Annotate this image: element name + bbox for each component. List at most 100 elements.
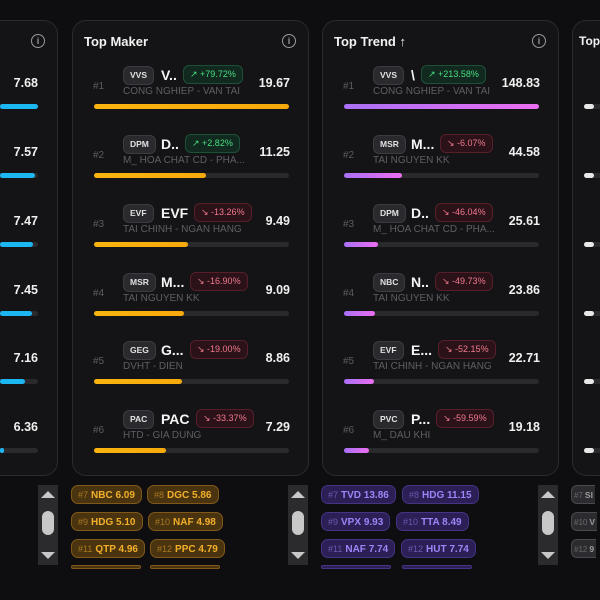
ranked-chip[interactable]: #11 QTP 4.96 [71, 539, 145, 558]
list-item[interactable]: #3 DPM D.. ↘ -46.04% 25.61 M_ HOA CHAT CD - P… [323, 201, 560, 270]
progress-fill [584, 379, 595, 384]
trend-up-icon: ↗ [190, 69, 201, 79]
chip-value: 5.86 [192, 490, 212, 501]
sector-label: DVHT - DIEN [123, 361, 183, 372]
scroll-down-arrow-icon[interactable] [41, 552, 55, 559]
list-item[interactable]: 6.36 [0, 407, 58, 476]
ticker-badge: PVC [373, 410, 405, 429]
list-item[interactable]: 7.57 [0, 132, 58, 201]
chip-ticker: NBC [91, 490, 113, 501]
change-value: -19.00% [207, 344, 241, 354]
stock-value: 19.67 [258, 76, 290, 90]
trend-down-icon: ↘ [442, 276, 453, 286]
scroll-thumb[interactable] [42, 511, 54, 535]
list-item[interactable]: #2 DPM D.. ↗ +2.82% 11.25 M_ HOA CHAT CD - PH… [73, 132, 310, 201]
ranked-chip[interactable]: #12 HUT 7.74 [401, 539, 476, 558]
list-item[interactable]: 7.47 [0, 201, 58, 270]
stock-name: V.. [161, 67, 177, 83]
stock-name: D.. [161, 136, 179, 152]
progress-track [344, 242, 539, 247]
ranked-chip[interactable]: #8 HDG 11.15 [402, 485, 479, 504]
ranked-chip[interactable] [402, 565, 472, 569]
sector-label: TAI NGUYEN KK [373, 155, 450, 166]
progress-track [94, 448, 289, 453]
ranked-chip[interactable]: #9 HDG 5.10 [71, 512, 143, 531]
chip-ticker: NAF [345, 544, 366, 555]
progress-fill [94, 104, 289, 109]
chip-value: 13.86 [363, 490, 389, 501]
chip-value: 4.98 [196, 517, 216, 528]
scroll-up-arrow-icon[interactable] [41, 491, 55, 498]
rank-label: #6 [343, 425, 355, 436]
info-icon[interactable]: i [282, 34, 296, 48]
sector-label: CONG NGHIEP - VAN TAI [123, 86, 241, 97]
progress-fill [584, 104, 595, 109]
progress-fill [0, 379, 25, 384]
chip-ticker: DGC [167, 490, 190, 501]
ranked-chip[interactable]: #7 NBC 6.09 [71, 485, 142, 504]
ticker-badge: NBC [373, 273, 406, 292]
ranked-chip[interactable]: #9 VPX 9.93 [321, 512, 391, 531]
stock-name: G... [161, 342, 184, 358]
change-pill: ↘ -59.59% [436, 409, 494, 428]
list-item[interactable]: #6 PAC PAC ↘ -33.37% 7.29 HTD - GIA DUNG [73, 407, 310, 476]
change-pill: ↘ -13.26% [194, 203, 252, 222]
scrollbar[interactable] [538, 485, 558, 565]
chip-value: 8.49 [442, 517, 462, 528]
list-item[interactable]: #6 PVC P... ↘ -59.59% 19.18 M_ DAU KHI [323, 407, 560, 476]
progress-track [0, 173, 38, 178]
sector-label: TAI NGUYEN KK [123, 293, 200, 304]
ranked-chip[interactable] [150, 565, 220, 569]
scroll-down-arrow-icon[interactable] [541, 552, 555, 559]
ranked-chip[interactable]: #8 DGC 5.86 [147, 485, 219, 504]
list-item[interactable]: 7.45 [0, 270, 58, 339]
list-item[interactable]: #1 VVS \ ↗ +213.58% 148.83 CONG NGHIEP - VAN … [323, 63, 560, 132]
progress-fill [344, 242, 378, 247]
ranked-chip[interactable] [321, 565, 391, 569]
list-item[interactable]: #3 EVF EVF ↘ -13.26% 9.49 TAI CHINH - NGAN HA… [73, 201, 310, 270]
change-value: +2.82% [202, 138, 233, 148]
scrollbar[interactable] [38, 485, 58, 565]
ranked-chip[interactable]: #12 9 [571, 539, 597, 558]
scroll-down-arrow-icon[interactable] [291, 552, 305, 559]
ranked-chip[interactable]: #10 V [571, 512, 598, 531]
list-item[interactable]: 7.68 [0, 63, 58, 132]
rank-label: #5 [93, 356, 105, 367]
scroll-thumb[interactable] [542, 511, 554, 535]
ranked-chip[interactable]: #7 SI [571, 485, 595, 504]
ranked-chip[interactable]: #10 NAF 4.98 [148, 512, 223, 531]
ranked-chip[interactable]: #11 NAF 7.74 [321, 539, 396, 558]
progress-track [0, 379, 38, 384]
list-item[interactable]: #5 GEG G... ↘ -19.00% 8.86 DVHT - DIEN [73, 338, 310, 407]
ranked-chip[interactable]: #7 TVD 13.86 [321, 485, 396, 504]
list-item[interactable]: #4 MSR M... ↘ -16.90% 9.09 TAI NGUYEN KK [73, 270, 310, 339]
left-card-partial: i 7.68 7.57 7.47 7.45 7.16 6.36 [0, 20, 58, 476]
change-pill: ↗ +2.82% [185, 134, 240, 153]
list-item[interactable]: #2 MSR M... ↘ -6.07% 44.58 TAI NGUYEN KK [323, 132, 560, 201]
stock-value: 9.09 [265, 283, 290, 297]
list-item[interactable]: #4 NBC N.. ↘ -49.73% 23.86 TAI NGUYEN KK [323, 270, 560, 339]
scroll-up-arrow-icon[interactable] [541, 491, 555, 498]
ticker-badge: DPM [373, 204, 406, 223]
change-pill: ↘ -6.07% [440, 134, 493, 153]
ticker-badge: PAC [123, 410, 155, 429]
list-item[interactable]: 7.16 [0, 338, 58, 407]
progress-track [344, 104, 539, 109]
ranked-chip[interactable]: #10 TTA 8.49 [396, 512, 469, 531]
list-item[interactable]: #1 VVS V.. ↗ +79.72% 19.67 CONG NGHIEP - VAN … [73, 63, 310, 132]
scroll-up-arrow-icon[interactable] [291, 491, 305, 498]
stock-value: 22.71 [508, 351, 540, 365]
chip-ticker: TVD [341, 490, 362, 501]
chip-ticker: QTP [95, 544, 116, 555]
scrollbar[interactable] [288, 485, 308, 565]
ranked-chip[interactable]: #12 PPC 4.79 [150, 539, 225, 558]
scroll-thumb[interactable] [292, 511, 304, 535]
list-item[interactable]: #5 EVF E... ↘ -52.15% 22.71 TAI CHINH - NGAN … [323, 338, 560, 407]
chip-value: 7.74 [449, 544, 469, 555]
progress-track [0, 242, 38, 247]
chip-rank: #11 [78, 544, 93, 554]
info-icon[interactable]: i [31, 34, 45, 48]
progress-track [94, 379, 289, 384]
ranked-chip[interactable] [71, 565, 141, 569]
info-icon[interactable]: i [532, 34, 546, 48]
